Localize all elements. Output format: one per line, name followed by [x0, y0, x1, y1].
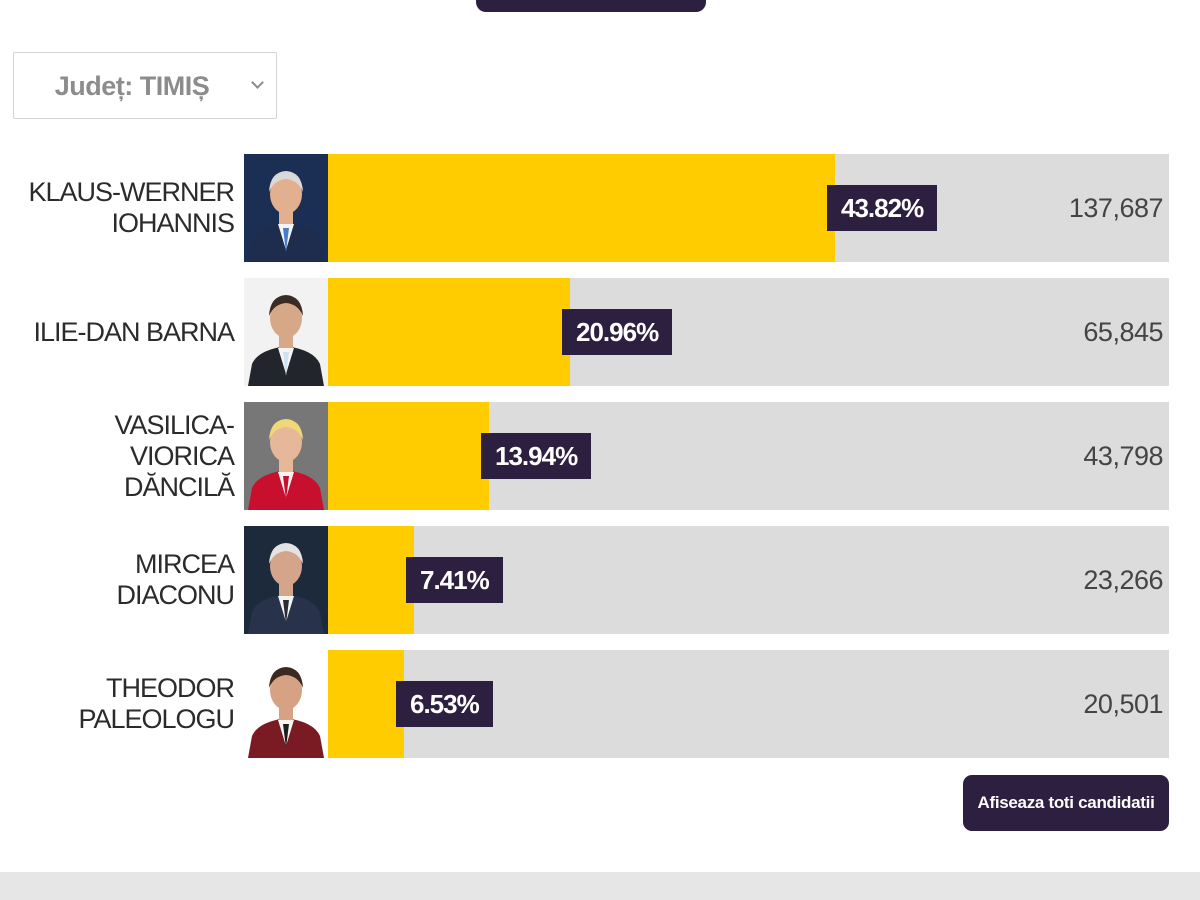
show-all-candidates-button[interactable]: Afiseaza toti candidatii — [963, 775, 1169, 831]
candidate-photo-paleologu — [244, 650, 328, 758]
candidate-row: KLAUS-WERNER IOHANNIS 43.82% 137,687 — [0, 154, 1200, 262]
candidate-name: MIRCEA DIACONU — [116, 549, 235, 610]
percent-label: 43.82% — [827, 185, 938, 231]
candidate-photo-iohannis — [244, 154, 328, 262]
percent-label: 20.96% — [562, 309, 673, 355]
bar-track: 6.53% 20,501 — [328, 650, 1169, 758]
bar-track: 43.82% 137,687 — [328, 154, 1169, 262]
candidate-name: KLAUS-WERNER IOHANNIS — [28, 177, 235, 238]
vote-count: 23,266 — [1083, 565, 1163, 595]
county-select[interactable]: Județ: TIMIȘ — [13, 52, 277, 119]
candidate-name: VASILICA-VIORICA DĂNCILĂ — [114, 409, 235, 502]
candidate-name: THEODOR PALEOLOGU — [78, 673, 235, 734]
vote-count: 137,687 — [1068, 193, 1164, 223]
candidate-photo-barna — [244, 278, 328, 386]
bar — [328, 650, 404, 758]
footer-band — [0, 872, 1200, 900]
top-tab[interactable] — [476, 0, 706, 12]
vote-count: 65,845 — [1083, 317, 1163, 347]
bar — [328, 278, 570, 386]
county-select-label: Județ: TIMIȘ — [54, 71, 210, 101]
percent-label: 6.53% — [396, 681, 493, 727]
vote-count: 43,798 — [1083, 441, 1163, 471]
candidate-photo-diaconu — [244, 526, 328, 634]
candidate-row: MIRCEA DIACONU 7.41% 23,266 — [0, 526, 1200, 634]
bar — [328, 526, 414, 634]
candidate-row: VASILICA-VIORICA DĂNCILĂ 13.94% 43,798 — [0, 402, 1200, 510]
bar-track: 13.94% 43,798 — [328, 402, 1169, 510]
candidate-photo-dancila — [244, 402, 328, 510]
vote-count: 20,501 — [1083, 689, 1163, 719]
bar — [328, 154, 835, 262]
percent-label: 13.94% — [481, 433, 592, 479]
candidate-row: ILIE-DAN BARNA 20.96% 65,845 — [0, 278, 1200, 386]
candidate-name: ILIE-DAN BARNA — [33, 316, 235, 347]
bar-track: 7.41% 23,266 — [328, 526, 1169, 634]
candidate-row: THEODOR PALEOLOGU 6.53% 20,501 — [0, 650, 1200, 758]
percent-label: 7.41% — [406, 557, 503, 603]
bar-track: 20.96% 65,845 — [328, 278, 1169, 386]
bar — [328, 402, 489, 510]
